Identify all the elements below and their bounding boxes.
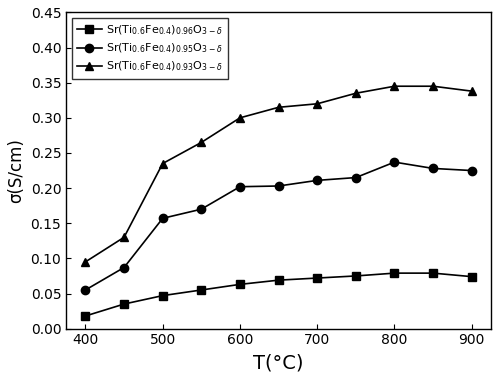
Sr(Ti$_{0.6}$Fe$_{0.4}$)$_{0.95}$O$_{3-\delta}$ — [430, 166, 436, 171]
Sr(Ti$_{0.6}$Fe$_{0.4}$)$_{0.96}$O$_{3-\delta}$ — [391, 271, 397, 276]
Sr(Ti$_{0.6}$Fe$_{0.4}$)$_{0.93}$O$_{3-\delta}$ — [121, 235, 127, 240]
Sr(Ti$_{0.6}$Fe$_{0.4}$)$_{0.95}$O$_{3-\delta}$ — [121, 265, 127, 270]
Legend: Sr(Ti$_{0.6}$Fe$_{0.4}$)$_{0.96}$O$_{3-\delta}$, Sr(Ti$_{0.6}$Fe$_{0.4}$)$_{0.95: Sr(Ti$_{0.6}$Fe$_{0.4}$)$_{0.96}$O$_{3-\… — [72, 18, 228, 79]
Sr(Ti$_{0.6}$Fe$_{0.4}$)$_{0.93}$O$_{3-\delta}$ — [237, 116, 243, 120]
Sr(Ti$_{0.6}$Fe$_{0.4}$)$_{0.95}$O$_{3-\delta}$ — [353, 175, 359, 180]
Sr(Ti$_{0.6}$Fe$_{0.4}$)$_{0.96}$O$_{3-\delta}$ — [275, 278, 281, 282]
Sr(Ti$_{0.6}$Fe$_{0.4}$)$_{0.96}$O$_{3-\delta}$ — [83, 314, 89, 318]
Sr(Ti$_{0.6}$Fe$_{0.4}$)$_{0.95}$O$_{3-\delta}$ — [83, 288, 89, 292]
Line: Sr(Ti$_{0.6}$Fe$_{0.4}$)$_{0.95}$O$_{3-\delta}$: Sr(Ti$_{0.6}$Fe$_{0.4}$)$_{0.95}$O$_{3-\… — [81, 158, 476, 294]
Sr(Ti$_{0.6}$Fe$_{0.4}$)$_{0.95}$O$_{3-\delta}$ — [160, 216, 166, 221]
Sr(Ti$_{0.6}$Fe$_{0.4}$)$_{0.96}$O$_{3-\delta}$ — [353, 274, 359, 278]
Sr(Ti$_{0.6}$Fe$_{0.4}$)$_{0.93}$O$_{3-\delta}$ — [469, 89, 475, 93]
Sr(Ti$_{0.6}$Fe$_{0.4}$)$_{0.96}$O$_{3-\delta}$ — [198, 288, 204, 292]
Sr(Ti$_{0.6}$Fe$_{0.4}$)$_{0.93}$O$_{3-\delta}$ — [160, 161, 166, 166]
Sr(Ti$_{0.6}$Fe$_{0.4}$)$_{0.95}$O$_{3-\delta}$ — [314, 178, 320, 183]
Sr(Ti$_{0.6}$Fe$_{0.4}$)$_{0.95}$O$_{3-\delta}$ — [237, 185, 243, 189]
Sr(Ti$_{0.6}$Fe$_{0.4}$)$_{0.96}$O$_{3-\delta}$ — [160, 293, 166, 298]
Y-axis label: σ(S/cm): σ(S/cm) — [7, 138, 25, 203]
Sr(Ti$_{0.6}$Fe$_{0.4}$)$_{0.93}$O$_{3-\delta}$ — [198, 140, 204, 145]
Sr(Ti$_{0.6}$Fe$_{0.4}$)$_{0.93}$O$_{3-\delta}$ — [275, 105, 281, 110]
Sr(Ti$_{0.6}$Fe$_{0.4}$)$_{0.95}$O$_{3-\delta}$ — [275, 184, 281, 188]
Sr(Ti$_{0.6}$Fe$_{0.4}$)$_{0.96}$O$_{3-\delta}$ — [314, 276, 320, 280]
Sr(Ti$_{0.6}$Fe$_{0.4}$)$_{0.93}$O$_{3-\delta}$ — [430, 84, 436, 89]
X-axis label: T(°C): T(°C) — [253, 353, 304, 372]
Sr(Ti$_{0.6}$Fe$_{0.4}$)$_{0.96}$O$_{3-\delta}$ — [469, 274, 475, 279]
Sr(Ti$_{0.6}$Fe$_{0.4}$)$_{0.96}$O$_{3-\delta}$ — [430, 271, 436, 276]
Sr(Ti$_{0.6}$Fe$_{0.4}$)$_{0.93}$O$_{3-\delta}$ — [314, 102, 320, 106]
Sr(Ti$_{0.6}$Fe$_{0.4}$)$_{0.95}$O$_{3-\delta}$ — [198, 207, 204, 211]
Line: Sr(Ti$_{0.6}$Fe$_{0.4}$)$_{0.96}$O$_{3-\delta}$: Sr(Ti$_{0.6}$Fe$_{0.4}$)$_{0.96}$O$_{3-\… — [81, 269, 476, 320]
Line: Sr(Ti$_{0.6}$Fe$_{0.4}$)$_{0.93}$O$_{3-\delta}$: Sr(Ti$_{0.6}$Fe$_{0.4}$)$_{0.93}$O$_{3-\… — [81, 82, 476, 266]
Sr(Ti$_{0.6}$Fe$_{0.4}$)$_{0.95}$O$_{3-\delta}$ — [391, 160, 397, 164]
Sr(Ti$_{0.6}$Fe$_{0.4}$)$_{0.93}$O$_{3-\delta}$ — [391, 84, 397, 89]
Sr(Ti$_{0.6}$Fe$_{0.4}$)$_{0.93}$O$_{3-\delta}$ — [83, 260, 89, 264]
Sr(Ti$_{0.6}$Fe$_{0.4}$)$_{0.96}$O$_{3-\delta}$ — [237, 282, 243, 287]
Sr(Ti$_{0.6}$Fe$_{0.4}$)$_{0.95}$O$_{3-\delta}$ — [469, 168, 475, 173]
Sr(Ti$_{0.6}$Fe$_{0.4}$)$_{0.96}$O$_{3-\delta}$ — [121, 302, 127, 306]
Sr(Ti$_{0.6}$Fe$_{0.4}$)$_{0.93}$O$_{3-\delta}$ — [353, 91, 359, 96]
